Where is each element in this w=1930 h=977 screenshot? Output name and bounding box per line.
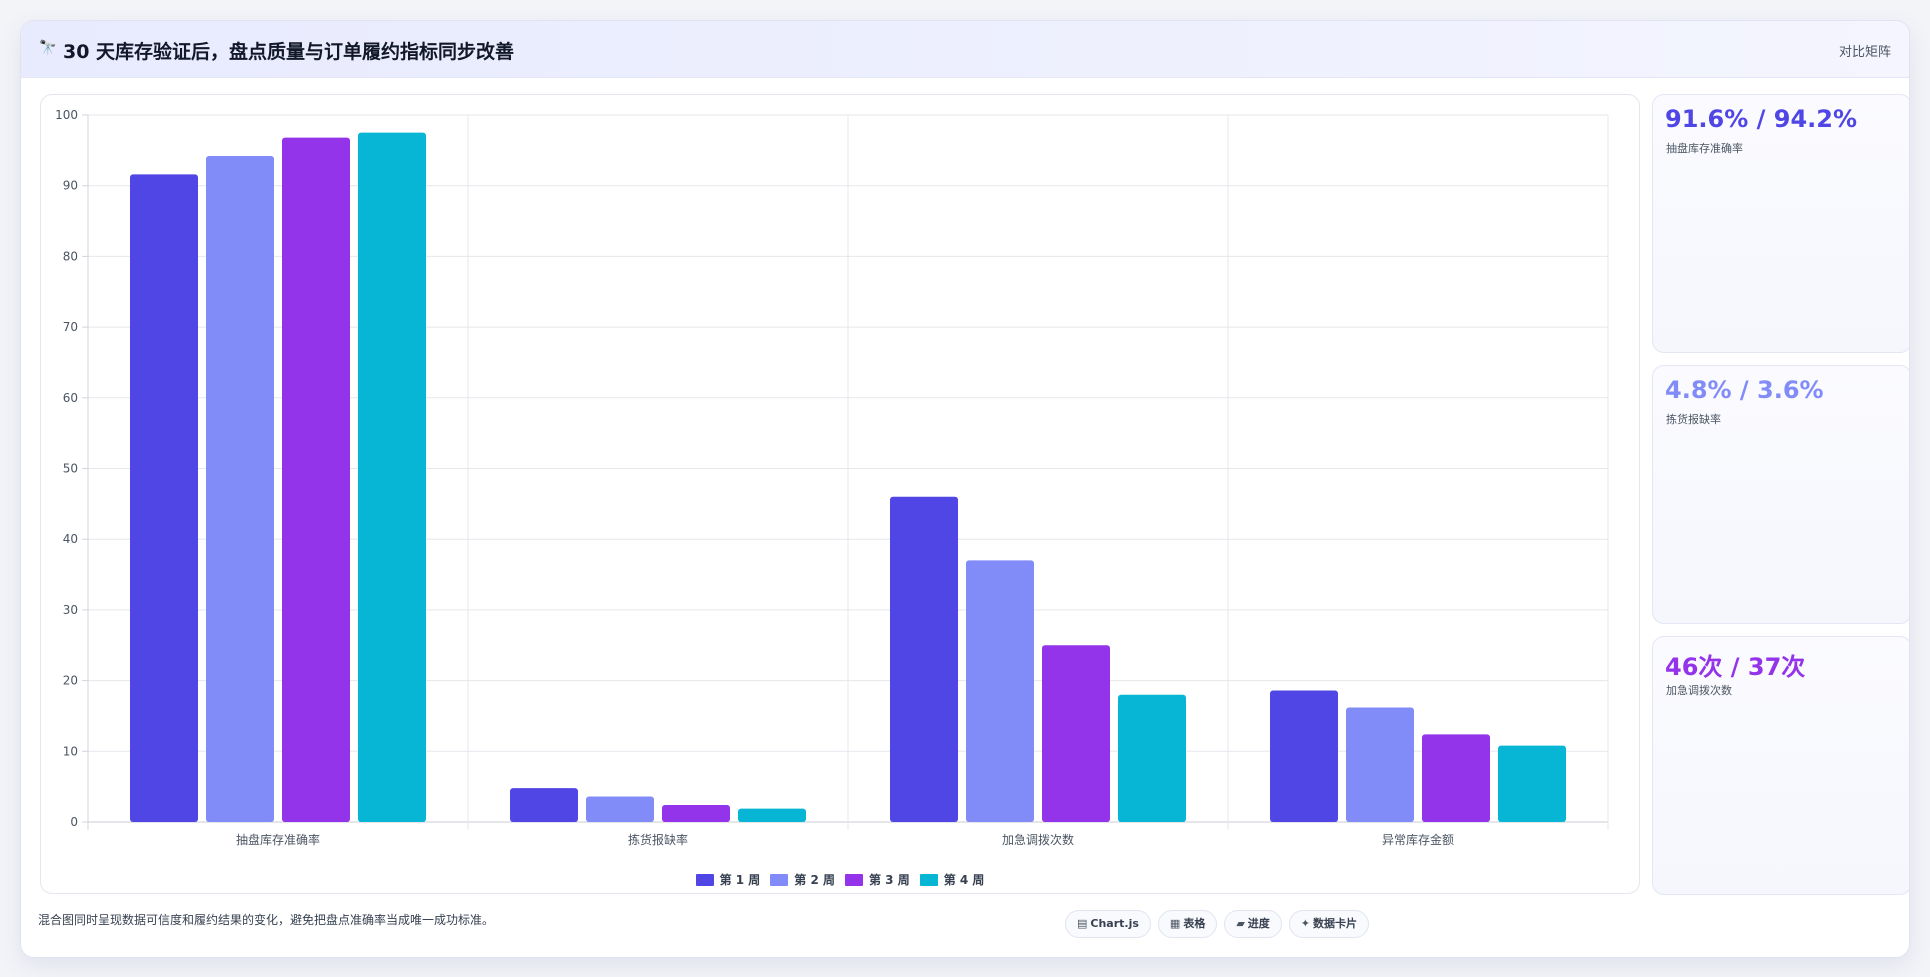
y-tick-label: 30 xyxy=(63,603,78,617)
chip-label: 进度 xyxy=(1247,917,1270,930)
legend-label: 第 4 周 xyxy=(943,873,985,887)
x-tick-label: 抽盘库存准确率 xyxy=(236,832,320,847)
x-tick-label: 拣货报缺率 xyxy=(628,832,688,847)
bar xyxy=(282,137,350,822)
bar xyxy=(738,808,806,822)
y-tick-label: 60 xyxy=(63,391,78,405)
y-tick-label: 70 xyxy=(63,320,78,334)
chart-panel: 0 10 20 30 40 50 60 70 80 90 100 抽盘库存准确率 拣货报缺率 加急调拨次数… xyxy=(40,94,1640,894)
stat-value: 91.6% / 94.2% xyxy=(1665,105,1857,133)
bar xyxy=(206,156,274,823)
chip-chartjs[interactable]: ▤ Chart.js xyxy=(1065,910,1151,938)
footnote: 混合图同时呈现数据可信度和履约结果的变化，避免把盘点准确率当成唯一成功标准。 xyxy=(38,913,495,927)
bar xyxy=(1270,690,1338,822)
y-tick-label: 100 xyxy=(55,108,78,122)
legend-swatch xyxy=(695,874,714,886)
chip-label: 数据卡片 xyxy=(1313,917,1358,930)
stat-value: 4.8% / 3.6% xyxy=(1665,376,1824,404)
y-tick-label: 10 xyxy=(63,744,78,758)
bar xyxy=(130,174,198,822)
y-tick-label: 20 xyxy=(63,674,78,688)
bar xyxy=(586,796,654,822)
bar xyxy=(358,132,426,823)
legend-label: 第 3 周 xyxy=(869,873,910,887)
y-tick-label: 90 xyxy=(63,179,78,193)
bar xyxy=(1042,645,1110,822)
chip-label: Chart.js xyxy=(1090,917,1139,930)
bar xyxy=(890,496,958,822)
chip-data-cards[interactable]: ✦ 数据卡片 xyxy=(1288,910,1370,938)
sparkle-icon: ✦ xyxy=(1300,917,1311,930)
report-card: 🔭 30 天库存验证后，盘点质量与订单履约指标同步改善 对比矩阵 0 10 20 30… xyxy=(20,20,1910,958)
bar xyxy=(510,788,578,822)
stat-card-urgent-transfer: 46次 / 37次 加急调拨次数 xyxy=(1652,636,1909,895)
legend-item[interactable]: 第 3 周 xyxy=(845,871,910,888)
legend-swatch xyxy=(919,874,938,886)
bar xyxy=(1118,694,1186,822)
legend-item[interactable]: 第 2 周 xyxy=(770,871,835,888)
chip-label: 表格 xyxy=(1183,917,1206,930)
bar xyxy=(1422,734,1490,822)
legend-swatch xyxy=(845,874,863,886)
bar xyxy=(662,805,730,822)
legend-label: 第 2 周 xyxy=(794,873,835,887)
y-tick-label: 80 xyxy=(63,249,78,263)
stat-label: 抽盘库存准确率 xyxy=(1666,142,1743,155)
table-icon: ▦ xyxy=(1169,917,1181,930)
stat-label: 加急调拨次数 xyxy=(1666,684,1732,697)
legend-label: 第 1 周 xyxy=(719,873,761,887)
legend-item[interactable]: 第 4 周 xyxy=(919,871,985,888)
bar-chart: 0 10 20 30 40 50 60 70 80 90 100 抽盘库存准确率 拣货报缺率 加急调拨次数… xyxy=(55,108,1609,847)
feature-chips: ▤ Chart.js ▦ 表格 ▰ 进度 ✦ 数据卡片 xyxy=(1065,910,1376,938)
stat-card-accuracy: 91.6% / 94.2% 抽盘库存准确率 xyxy=(1652,94,1909,353)
bar xyxy=(1498,745,1566,822)
page-title: 30 天库存验证后，盘点质量与订单履约指标同步改善 xyxy=(63,41,515,63)
progress-icon: ▰ xyxy=(1236,917,1245,930)
telescope-icon: 🔭 xyxy=(39,40,57,56)
y-tick-label: 0 xyxy=(70,815,78,829)
chart-icon: ▤ xyxy=(1077,917,1088,930)
legend-swatch xyxy=(770,874,789,886)
compare-matrix-link[interactable]: 对比矩阵 xyxy=(1838,45,1891,60)
x-tick-label: 加急调拨次数 xyxy=(1002,832,1074,847)
bar xyxy=(1346,707,1414,822)
legend-item[interactable]: 第 1 周 xyxy=(695,871,761,888)
y-tick-label: 50 xyxy=(63,462,78,476)
chip-progress[interactable]: ▰ 进度 xyxy=(1224,910,1282,938)
x-tick-label: 异常库存金额 xyxy=(1382,832,1454,847)
card-header: 🔭 30 天库存验证后，盘点质量与订单履约指标同步改善 对比矩阵 xyxy=(21,21,1909,78)
stat-label: 拣货报缺率 xyxy=(1666,413,1721,426)
y-tick-label: 40 xyxy=(63,532,78,546)
bar xyxy=(966,560,1034,822)
stat-card-shortage: 4.8% / 3.6% 拣货报缺率 xyxy=(1652,365,1909,624)
chip-table[interactable]: ▦ 表格 xyxy=(1157,910,1218,938)
stat-value: 46次 / 37次 xyxy=(1665,653,1806,681)
